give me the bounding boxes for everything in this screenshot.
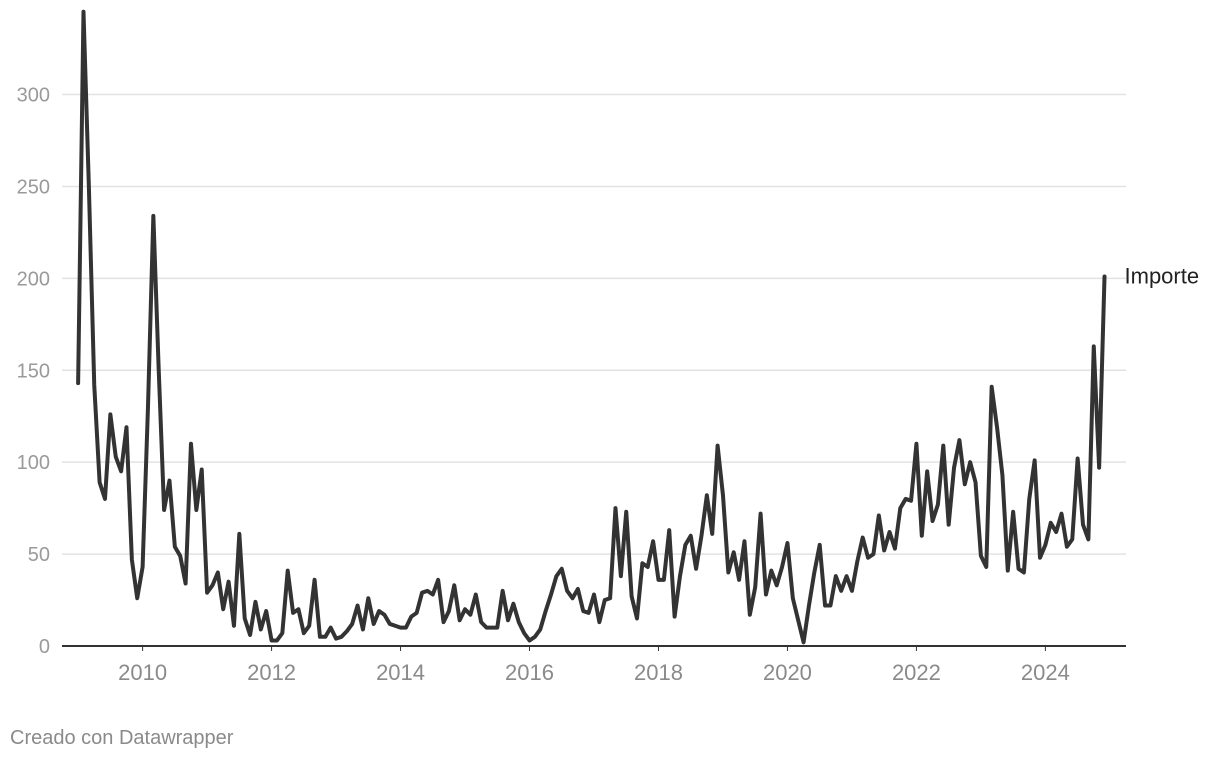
- y-tick-label: 0: [39, 636, 50, 658]
- y-tick-label: 300: [17, 85, 50, 107]
- series-line-importe: [76, 9, 1107, 645]
- y-axis-tick-labels: 0 50 100 150 200 250 300: [17, 85, 50, 658]
- x-tick-label: 2010: [118, 660, 167, 685]
- x-tick-label: 2020: [763, 660, 812, 685]
- y-tick-label: 250: [17, 176, 50, 198]
- series-label-importe: Importe: [1125, 264, 1200, 289]
- x-tick-label: 2018: [634, 660, 683, 685]
- x-tick-label: 2022: [892, 660, 941, 685]
- gridlines: [62, 93, 1126, 555]
- x-tick-label: 2014: [376, 660, 425, 685]
- x-tick-label: 2024: [1021, 660, 1070, 685]
- y-tick-label: 200: [17, 268, 50, 290]
- y-tick-label: 100: [17, 452, 50, 474]
- y-tick-label: 50: [28, 544, 50, 566]
- x-axis-tick-labels: 2010 2012 2014 2016 2018 2020 2022 2024: [118, 646, 1070, 685]
- y-tick-label: 150: [17, 360, 50, 382]
- x-tick-label: 2016: [505, 660, 554, 685]
- datawrapper-credit: Creado con Datawrapper: [10, 727, 234, 749]
- x-tick-label: 2012: [247, 660, 296, 685]
